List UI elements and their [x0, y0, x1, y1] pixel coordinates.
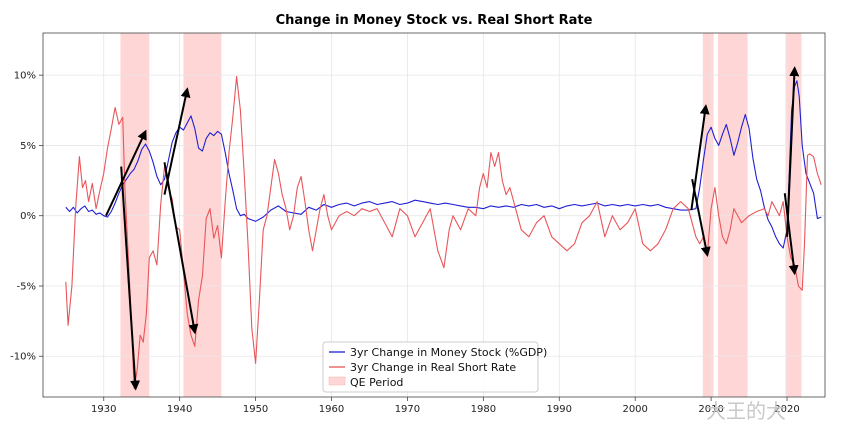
annotation-arrow-4: [690, 104, 710, 211]
legend-label-real-rate: 3yr Change in Real Short Rate: [350, 361, 516, 374]
legend-label-qe-period: QE Period: [350, 376, 403, 389]
watermark: 大王的大: [706, 399, 786, 423]
annotation-arrow-6: [786, 66, 800, 237]
annotation-arrow-5: [691, 178, 711, 258]
annotation-arrow-0: [105, 129, 147, 217]
y-tick-label-3: 5%: [20, 141, 36, 152]
x-tick-label-8: 2010: [698, 404, 723, 415]
legend-label-money-stock: 3yr Change in Money Stock (%GDP): [350, 346, 547, 359]
series-lines: [65, 76, 822, 390]
annotation-arrow-2: [163, 87, 191, 195]
x-axis-ticks: 1930 1940 1950 1960 1970 1980 1990 2000 2010 2020: [91, 397, 800, 415]
money-stock-line: [65, 80, 822, 249]
x-tick-label-5: 1980: [471, 404, 496, 415]
y-axis-ticks: -10% -5% 0% 5% 10%: [10, 71, 43, 363]
x-tick-label-0: 1930: [91, 404, 116, 415]
x-tick-label-1: 1940: [167, 404, 192, 415]
real-short-rate-line: [65, 76, 822, 390]
legend-swatch-qe-period: [328, 376, 346, 386]
annotation-arrows: [105, 66, 800, 391]
y-tick-label-1: -5%: [17, 281, 36, 292]
chart-title: Change in Money Stock vs. Real Short Rat…: [276, 13, 593, 28]
legend-box: [322, 341, 539, 393]
x-tick-label-3: 1960: [319, 404, 344, 415]
legend: 3yr Change in Money Stock (%GDP) 3yr Cha…: [322, 341, 547, 393]
annotation-arrow-7: [783, 193, 799, 276]
y-tick-label-0: -10%: [10, 352, 36, 363]
x-tick-label-7: 2000: [622, 404, 647, 415]
x-tick-label-9: 2020: [774, 404, 799, 415]
y-tick-label-2: 0%: [20, 211, 36, 222]
qe-band-2: [702, 33, 714, 397]
qe-band-1: [183, 33, 222, 397]
y-tick-label-4: 10%: [14, 71, 36, 82]
annotation-arrow-1: [120, 166, 141, 391]
annotation-arrow-3: [163, 162, 199, 335]
x-tick-label-6: 1990: [547, 404, 572, 415]
qe-band-4: [785, 33, 802, 397]
x-tick-label-4: 1970: [395, 404, 420, 415]
x-tick-label-2: 1950: [243, 404, 268, 415]
plot-frame: [42, 32, 826, 398]
